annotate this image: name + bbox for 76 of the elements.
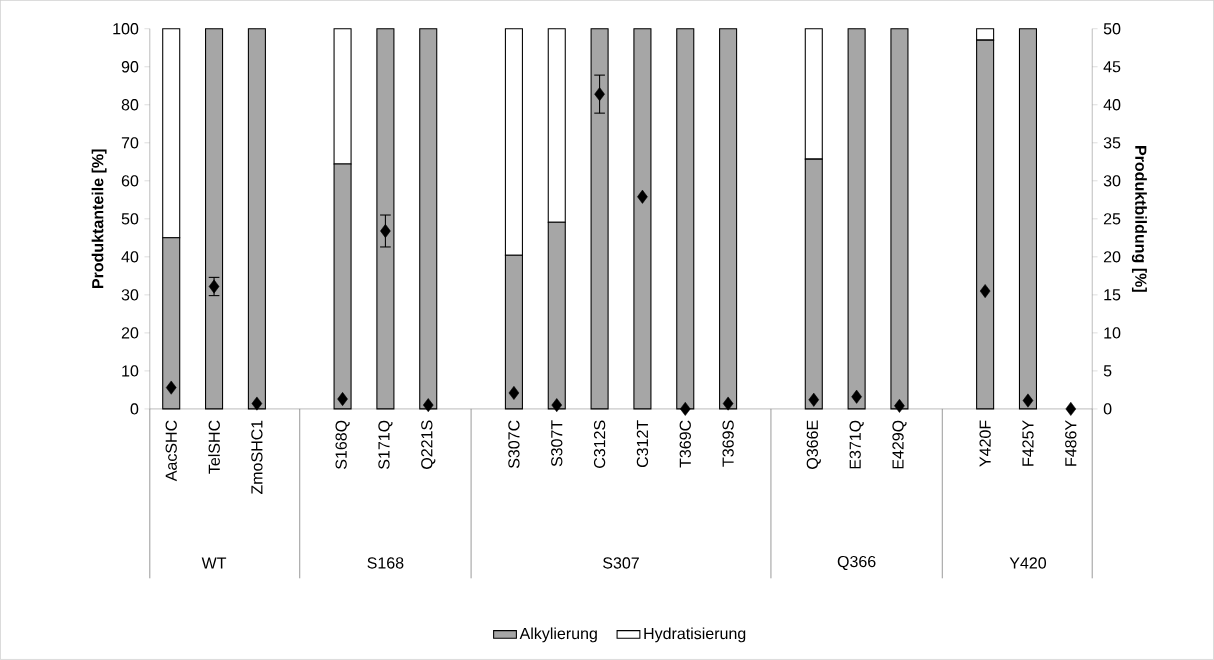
y2-tick-label: 30 xyxy=(1103,175,1121,187)
x-tick-label: ZmoSHC1 xyxy=(251,420,263,495)
y2-tick-label: 45 xyxy=(1103,61,1121,73)
y-tick-label: 70 xyxy=(121,137,139,149)
x-tick-label: S307T xyxy=(551,420,563,467)
x-tick-label: T369S xyxy=(722,420,734,467)
text: S307 xyxy=(603,557,639,569)
text: WT xyxy=(201,557,227,569)
text: Q366 xyxy=(837,556,876,571)
x-tick-label: S168Q xyxy=(335,420,350,470)
point xyxy=(594,87,605,102)
point xyxy=(1065,402,1077,416)
y2-tick-label: 0 xyxy=(1103,403,1112,415)
bar xyxy=(205,28,224,410)
x-tick-label: F425Y xyxy=(1022,420,1034,466)
y-tick-label: 90 xyxy=(121,61,139,73)
y-tick-label: 50 xyxy=(121,213,139,225)
y2-tick-label: 35 xyxy=(1103,137,1121,149)
x-tick-label: AacSHC xyxy=(165,420,177,482)
x-tick-label: C312S xyxy=(593,420,606,469)
y2-tick-label: 5 xyxy=(1103,365,1112,377)
y2-tick-label: 50 xyxy=(1103,23,1121,35)
point xyxy=(422,398,434,413)
bar xyxy=(419,28,438,410)
point xyxy=(894,399,905,413)
x-tick-label: S171Q xyxy=(378,420,393,470)
legend-label: Alkylierung xyxy=(519,627,597,643)
bar xyxy=(247,28,266,410)
point xyxy=(165,380,177,395)
bar xyxy=(376,28,395,410)
text: S168 xyxy=(367,557,404,569)
point xyxy=(380,224,391,239)
y-axis-title: Produktanteile [%] xyxy=(91,149,107,289)
y2-axis-title: Produktbildung [%] xyxy=(1131,146,1147,292)
y2-tick-label: 20 xyxy=(1103,251,1121,263)
point xyxy=(1022,393,1034,408)
point xyxy=(722,396,734,411)
text: Y420 xyxy=(1009,557,1047,569)
y2-tick-label: 25 xyxy=(1103,213,1121,225)
x-tick-label: F486Y xyxy=(1065,420,1077,466)
x-tick-label: TelSHC xyxy=(208,420,220,474)
y2-tick-label: 15 xyxy=(1104,289,1121,301)
bar xyxy=(633,28,652,410)
x-tick-label: S307C xyxy=(508,420,520,469)
point xyxy=(251,396,263,411)
point xyxy=(808,392,820,407)
y-tick-label: 20 xyxy=(121,327,139,339)
legend-label: Hydratisierung xyxy=(644,627,746,643)
bar xyxy=(719,28,738,410)
y2-tick-label: 10 xyxy=(1104,327,1121,339)
point xyxy=(551,398,563,413)
point xyxy=(637,189,648,204)
x-tick-label: C312T xyxy=(636,420,649,468)
bar xyxy=(1018,28,1038,410)
y-tick-label: 40 xyxy=(121,251,139,263)
point xyxy=(851,389,862,404)
point xyxy=(508,386,520,400)
x-tick-label: Q221S xyxy=(421,420,436,470)
x-tick-label: T369C xyxy=(679,420,691,468)
y-tick-label: 60 xyxy=(121,175,139,187)
x-tick-label: E371Q xyxy=(849,420,864,469)
point xyxy=(979,284,991,299)
bar xyxy=(590,28,609,410)
point xyxy=(680,402,691,416)
x-tick-label: Y420F xyxy=(979,420,991,467)
bar xyxy=(890,28,909,410)
y2-tick-label: 40 xyxy=(1103,99,1121,111)
y-tick-label: 80 xyxy=(121,99,139,111)
x-tick-label: Q366E xyxy=(806,420,821,470)
y-tick-label: 30 xyxy=(121,289,139,301)
y-tick-label: 100 xyxy=(113,23,139,35)
point xyxy=(337,392,348,407)
y-tick-label: 0 xyxy=(130,403,139,415)
bar xyxy=(847,28,866,410)
y-tick-label: 10 xyxy=(122,365,139,377)
x-tick-label: E429Q xyxy=(892,420,907,469)
